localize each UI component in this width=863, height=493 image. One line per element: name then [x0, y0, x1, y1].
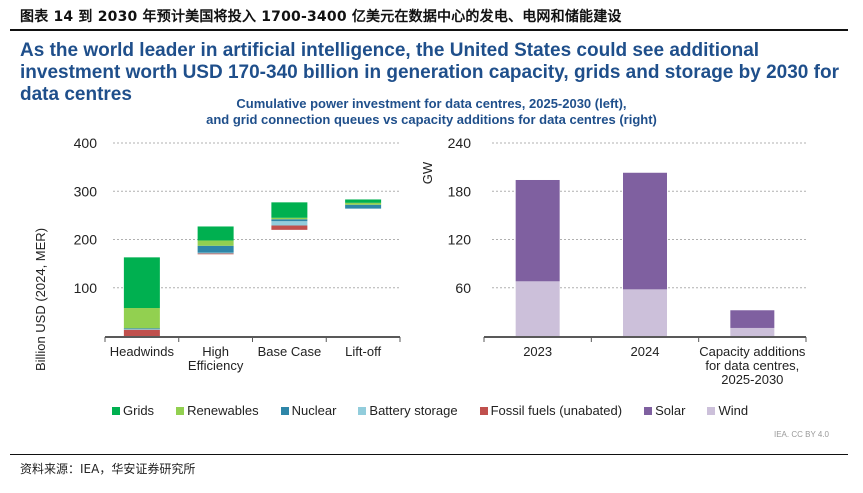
- y-axis-label: GW: [420, 161, 435, 184]
- bar-segment-wind: [515, 281, 560, 336]
- legend-label: Wind: [718, 403, 749, 418]
- x-category-label: Base Case: [258, 344, 322, 359]
- chart-subtitle: Cumulative power investment for data cen…: [0, 96, 863, 128]
- bar-segment-grids: [345, 199, 382, 203]
- legend-item: Battery storage: [358, 403, 458, 418]
- legend-item: Renewables: [176, 403, 259, 418]
- bar-segment-fossil-fuels-unabated: [123, 329, 160, 336]
- bar-segment-renewables: [271, 217, 308, 220]
- bar-segment-battery-storage: [197, 252, 234, 254]
- bar-segment-solar: [730, 310, 775, 328]
- x-category-label: High: [202, 344, 229, 359]
- bar-segment-wind: [623, 289, 667, 336]
- bar-segment-battery-storage: [123, 328, 160, 330]
- bar-segment-battery-storage: [271, 221, 308, 226]
- legend-item: Wind: [707, 403, 748, 418]
- figure-title: 图表 14 到 2030 年预计美国将投入 1700-3400 亿美元在数据中心…: [20, 9, 622, 25]
- legend-swatch: [280, 406, 289, 415]
- legend: Grids Renewables Nuclear Battery storage Fos…: [112, 403, 770, 418]
- legend-swatch: [479, 406, 488, 415]
- x-category-label: Lift-off: [345, 344, 381, 359]
- y-tick-label: 240: [448, 135, 472, 151]
- chart-headline: As the world leader in artificial intell…: [20, 40, 839, 105]
- bar-segment-nuclear: [123, 328, 160, 330]
- bar-segment-renewables: [197, 240, 234, 246]
- legend-swatch: [176, 406, 185, 415]
- bar-segment-nuclear: [197, 245, 234, 253]
- legend-swatch: [707, 406, 716, 415]
- legend-swatch: [358, 406, 367, 415]
- legend-swatch: [644, 406, 653, 415]
- y-tick-label: 180: [448, 183, 472, 199]
- subtitle-line-2: and grid connection queues vs capacity a…: [206, 112, 657, 127]
- bar-segment-nuclear: [345, 204, 382, 209]
- bar-segment-wind: [730, 327, 775, 336]
- y-tick-label: 200: [74, 232, 98, 248]
- bar-segment-nuclear: [271, 219, 308, 222]
- y-tick-label: 300: [74, 183, 98, 199]
- y-tick-label: 120: [448, 232, 472, 248]
- bar-segment-fossil-fuels-unabated: [271, 225, 308, 230]
- legend-label: Fossil fuels (unabated): [490, 403, 623, 418]
- bar-segment-fossil-fuels-unabated: [197, 253, 234, 255]
- bar-segment-grids: [123, 257, 160, 309]
- y-tick-label: 60: [455, 280, 471, 296]
- x-category-label: Efficiency: [188, 358, 244, 373]
- subtitle-line-1: Cumulative power investment for data cen…: [236, 96, 627, 111]
- bottom-divider: [10, 454, 848, 455]
- bar-segment-renewables: [345, 202, 382, 205]
- x-category-label: 2023: [523, 344, 552, 359]
- bar-segment-solar: [623, 172, 667, 290]
- legend-label: Grids: [123, 403, 155, 418]
- legend-label: Renewables: [187, 403, 259, 418]
- bar-segment-renewables: [123, 308, 160, 329]
- x-category-label: 2025-2030: [721, 372, 783, 387]
- legend-item: Solar: [644, 403, 685, 418]
- y-tick-label: 100: [74, 280, 98, 296]
- bar-segment-solar: [515, 179, 560, 282]
- x-category-label: Capacity additions: [699, 344, 806, 359]
- bar-segment-grids: [271, 202, 308, 218]
- legend-label: Battery storage: [369, 403, 458, 418]
- legend-item: Grids: [112, 403, 154, 418]
- credit-text: IEA. CC BY 4.0: [774, 430, 829, 439]
- x-category-label: Headwinds: [110, 344, 175, 359]
- y-tick-label: 400: [74, 135, 98, 151]
- bar-segment-grids: [197, 226, 234, 241]
- source-note: 资料来源：IEA，华安证券研究所: [20, 462, 196, 476]
- top-divider: [10, 29, 848, 31]
- legend-label: Solar: [655, 403, 686, 418]
- legend-label: Nuclear: [291, 403, 337, 418]
- legend-swatch: [112, 406, 120, 415]
- legend-item: Fossil fuels (unabated): [479, 403, 623, 418]
- x-category-label: for data centres,: [705, 358, 799, 373]
- legend-item: Nuclear: [280, 403, 337, 418]
- y-axis-label: Billion USD (2024, MER): [33, 228, 48, 371]
- x-category-label: 2024: [631, 344, 660, 359]
